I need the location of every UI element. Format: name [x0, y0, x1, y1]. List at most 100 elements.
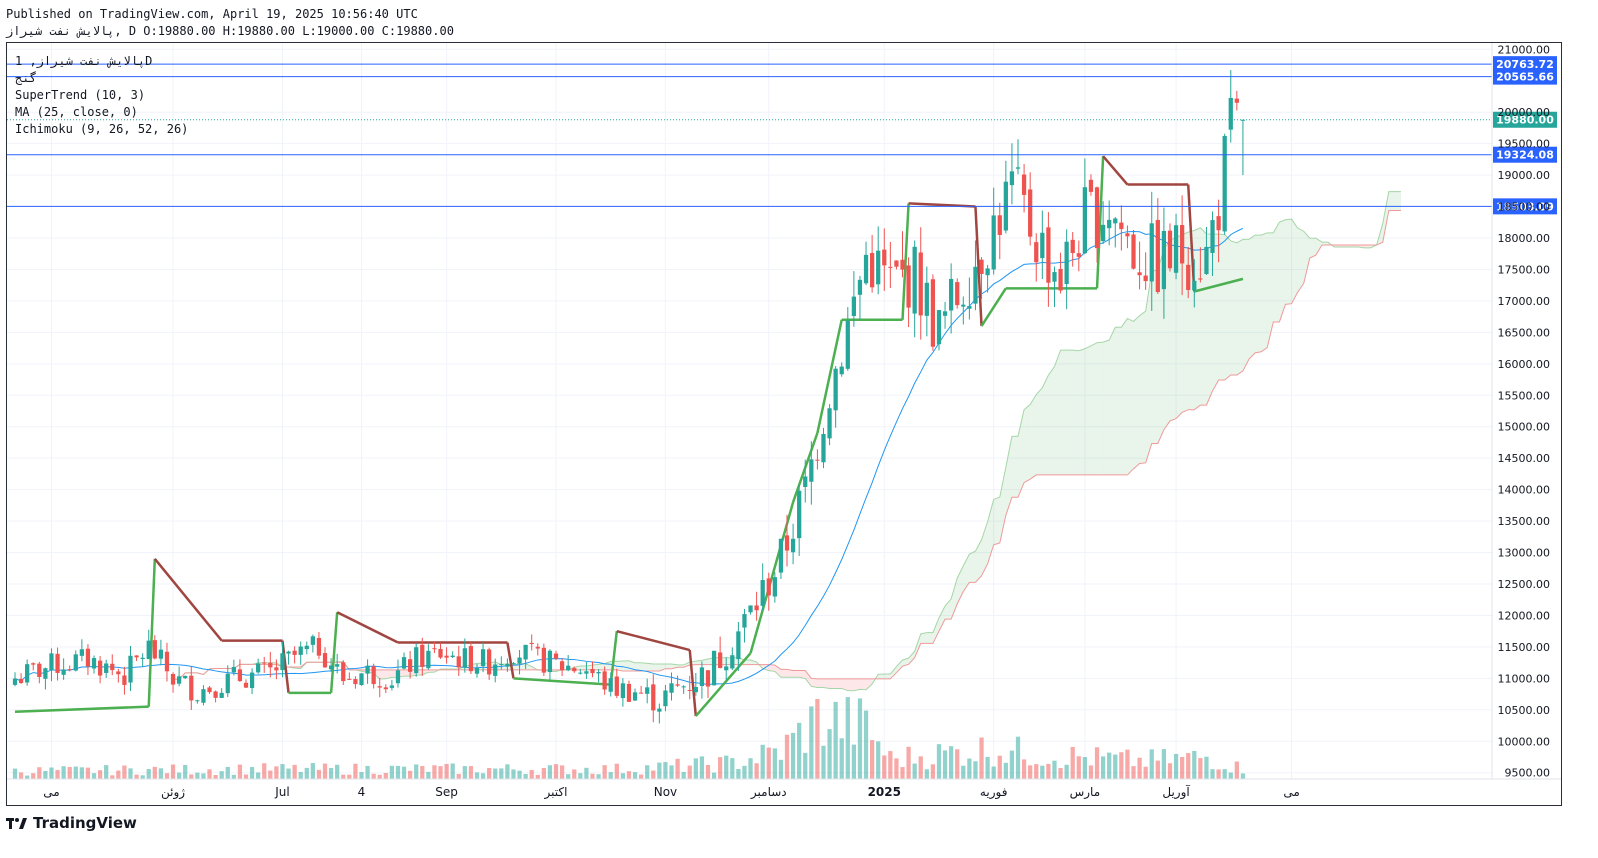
candle-body	[608, 678, 613, 692]
candle-body	[170, 673, 176, 685]
volume-bar	[1034, 764, 1039, 779]
y-tick-label: 10000.00	[1498, 735, 1551, 748]
volume-bar	[517, 770, 522, 779]
candle-body	[1107, 219, 1112, 229]
ichimoku-cloud	[859, 678, 867, 690]
candle-body	[991, 215, 996, 270]
ichimoku-cloud	[1036, 387, 1043, 475]
candle-body	[1143, 275, 1148, 282]
volume-bar	[128, 768, 133, 779]
candle-body	[815, 459, 820, 461]
volume-bar	[651, 770, 656, 779]
candle-body	[784, 535, 790, 551]
candle-body	[1234, 98, 1239, 103]
ichimoku-cloud	[987, 499, 994, 564]
candle-body	[930, 279, 936, 347]
volume-bar	[1192, 750, 1197, 779]
candle-body	[243, 682, 249, 688]
candle-body	[225, 673, 230, 694]
volume-bar	[152, 766, 157, 779]
volume-bar	[620, 773, 626, 779]
volume-bar	[122, 765, 127, 779]
volume-bar	[207, 769, 212, 779]
ichimoku-cloud	[902, 658, 909, 667]
candle-body	[110, 663, 115, 671]
volume-bar	[365, 765, 370, 779]
ichimoku-cloud	[1157, 249, 1164, 444]
volume-bar	[177, 772, 182, 779]
chart-frame[interactable]	[6, 42, 1562, 806]
ichimoku-cloud	[379, 669, 386, 680]
volume-bar	[377, 774, 382, 779]
candle-body	[207, 687, 212, 693]
volume-bar	[845, 697, 850, 779]
legend-ma[interactable]: MA (25, close, 0)	[15, 105, 138, 119]
volume-bar	[584, 767, 589, 779]
volume-bar	[718, 757, 723, 779]
candle-body	[1228, 97, 1233, 130]
candle-body	[1070, 239, 1075, 254]
hline-price-label-bg	[1493, 68, 1557, 85]
ichimoku-cloud	[1315, 238, 1322, 256]
ichimoku-cloud	[920, 632, 927, 644]
candle-body	[1034, 242, 1039, 263]
ichimoku-cloud	[823, 678, 830, 689]
volume-bar	[31, 773, 36, 779]
candle-body	[1125, 233, 1130, 237]
y-tick-label: 18500.00	[1498, 201, 1551, 214]
volume-bar	[699, 756, 705, 779]
candle-body	[177, 676, 182, 684]
volume-bar	[219, 771, 224, 779]
tradingview-logo[interactable]: TradingView	[6, 814, 137, 832]
ichimoku-cloud	[1303, 231, 1310, 284]
candle-body	[663, 690, 668, 707]
candle-body	[201, 689, 206, 703]
volume-bar	[614, 763, 619, 779]
volume-bar	[85, 767, 91, 779]
candle-body	[626, 683, 632, 702]
y-tick-label: 9500.00	[1505, 767, 1551, 780]
volume-bar	[961, 765, 966, 779]
ichimoku-cloud	[1261, 232, 1268, 352]
ichimoku-cloud	[866, 678, 873, 690]
volume-bar	[657, 762, 662, 779]
candle-body	[675, 684, 680, 686]
candle-body	[711, 650, 717, 686]
volume-bar	[146, 769, 151, 779]
x-tick-label: مارس	[1070, 785, 1101, 800]
volume-bar	[67, 766, 72, 779]
volume-bar	[1161, 749, 1167, 779]
candle-body	[268, 662, 273, 668]
legend-supertrend[interactable]: SuperTrend (10, 3)	[15, 88, 146, 102]
legend-ichimoku[interactable]: Ichimoku (9, 26, 52, 26)	[15, 122, 189, 136]
candle-body	[869, 253, 875, 288]
candle-body	[742, 614, 747, 628]
ichimoku-cloud	[999, 467, 1006, 543]
candle-body	[237, 669, 243, 682]
candle-body	[365, 665, 370, 674]
supertrend-segment	[14, 705, 149, 713]
ichimoku-cloud	[1048, 366, 1055, 475]
volume-bar	[243, 774, 249, 779]
ichimoku-cloud	[1066, 350, 1073, 475]
candle-body	[1155, 219, 1160, 293]
candle-body	[316, 637, 322, 656]
candle-body	[116, 671, 121, 675]
volume-bar	[401, 766, 407, 779]
candle-body	[341, 662, 346, 682]
volume-bar	[1100, 756, 1106, 779]
volume-bar	[645, 765, 650, 779]
volume-bar	[693, 758, 698, 779]
volume-bar	[833, 701, 838, 779]
volume-bar	[772, 748, 777, 779]
candle-body	[310, 636, 315, 645]
candle-body	[468, 646, 474, 672]
ichimoku-span-b	[173, 209, 1401, 680]
volume-bar	[1204, 756, 1209, 779]
volume-bar	[724, 755, 729, 779]
volume-bar	[869, 740, 875, 779]
candle-body	[401, 657, 407, 669]
volume-bar	[359, 772, 364, 779]
candle-body	[1100, 224, 1106, 242]
